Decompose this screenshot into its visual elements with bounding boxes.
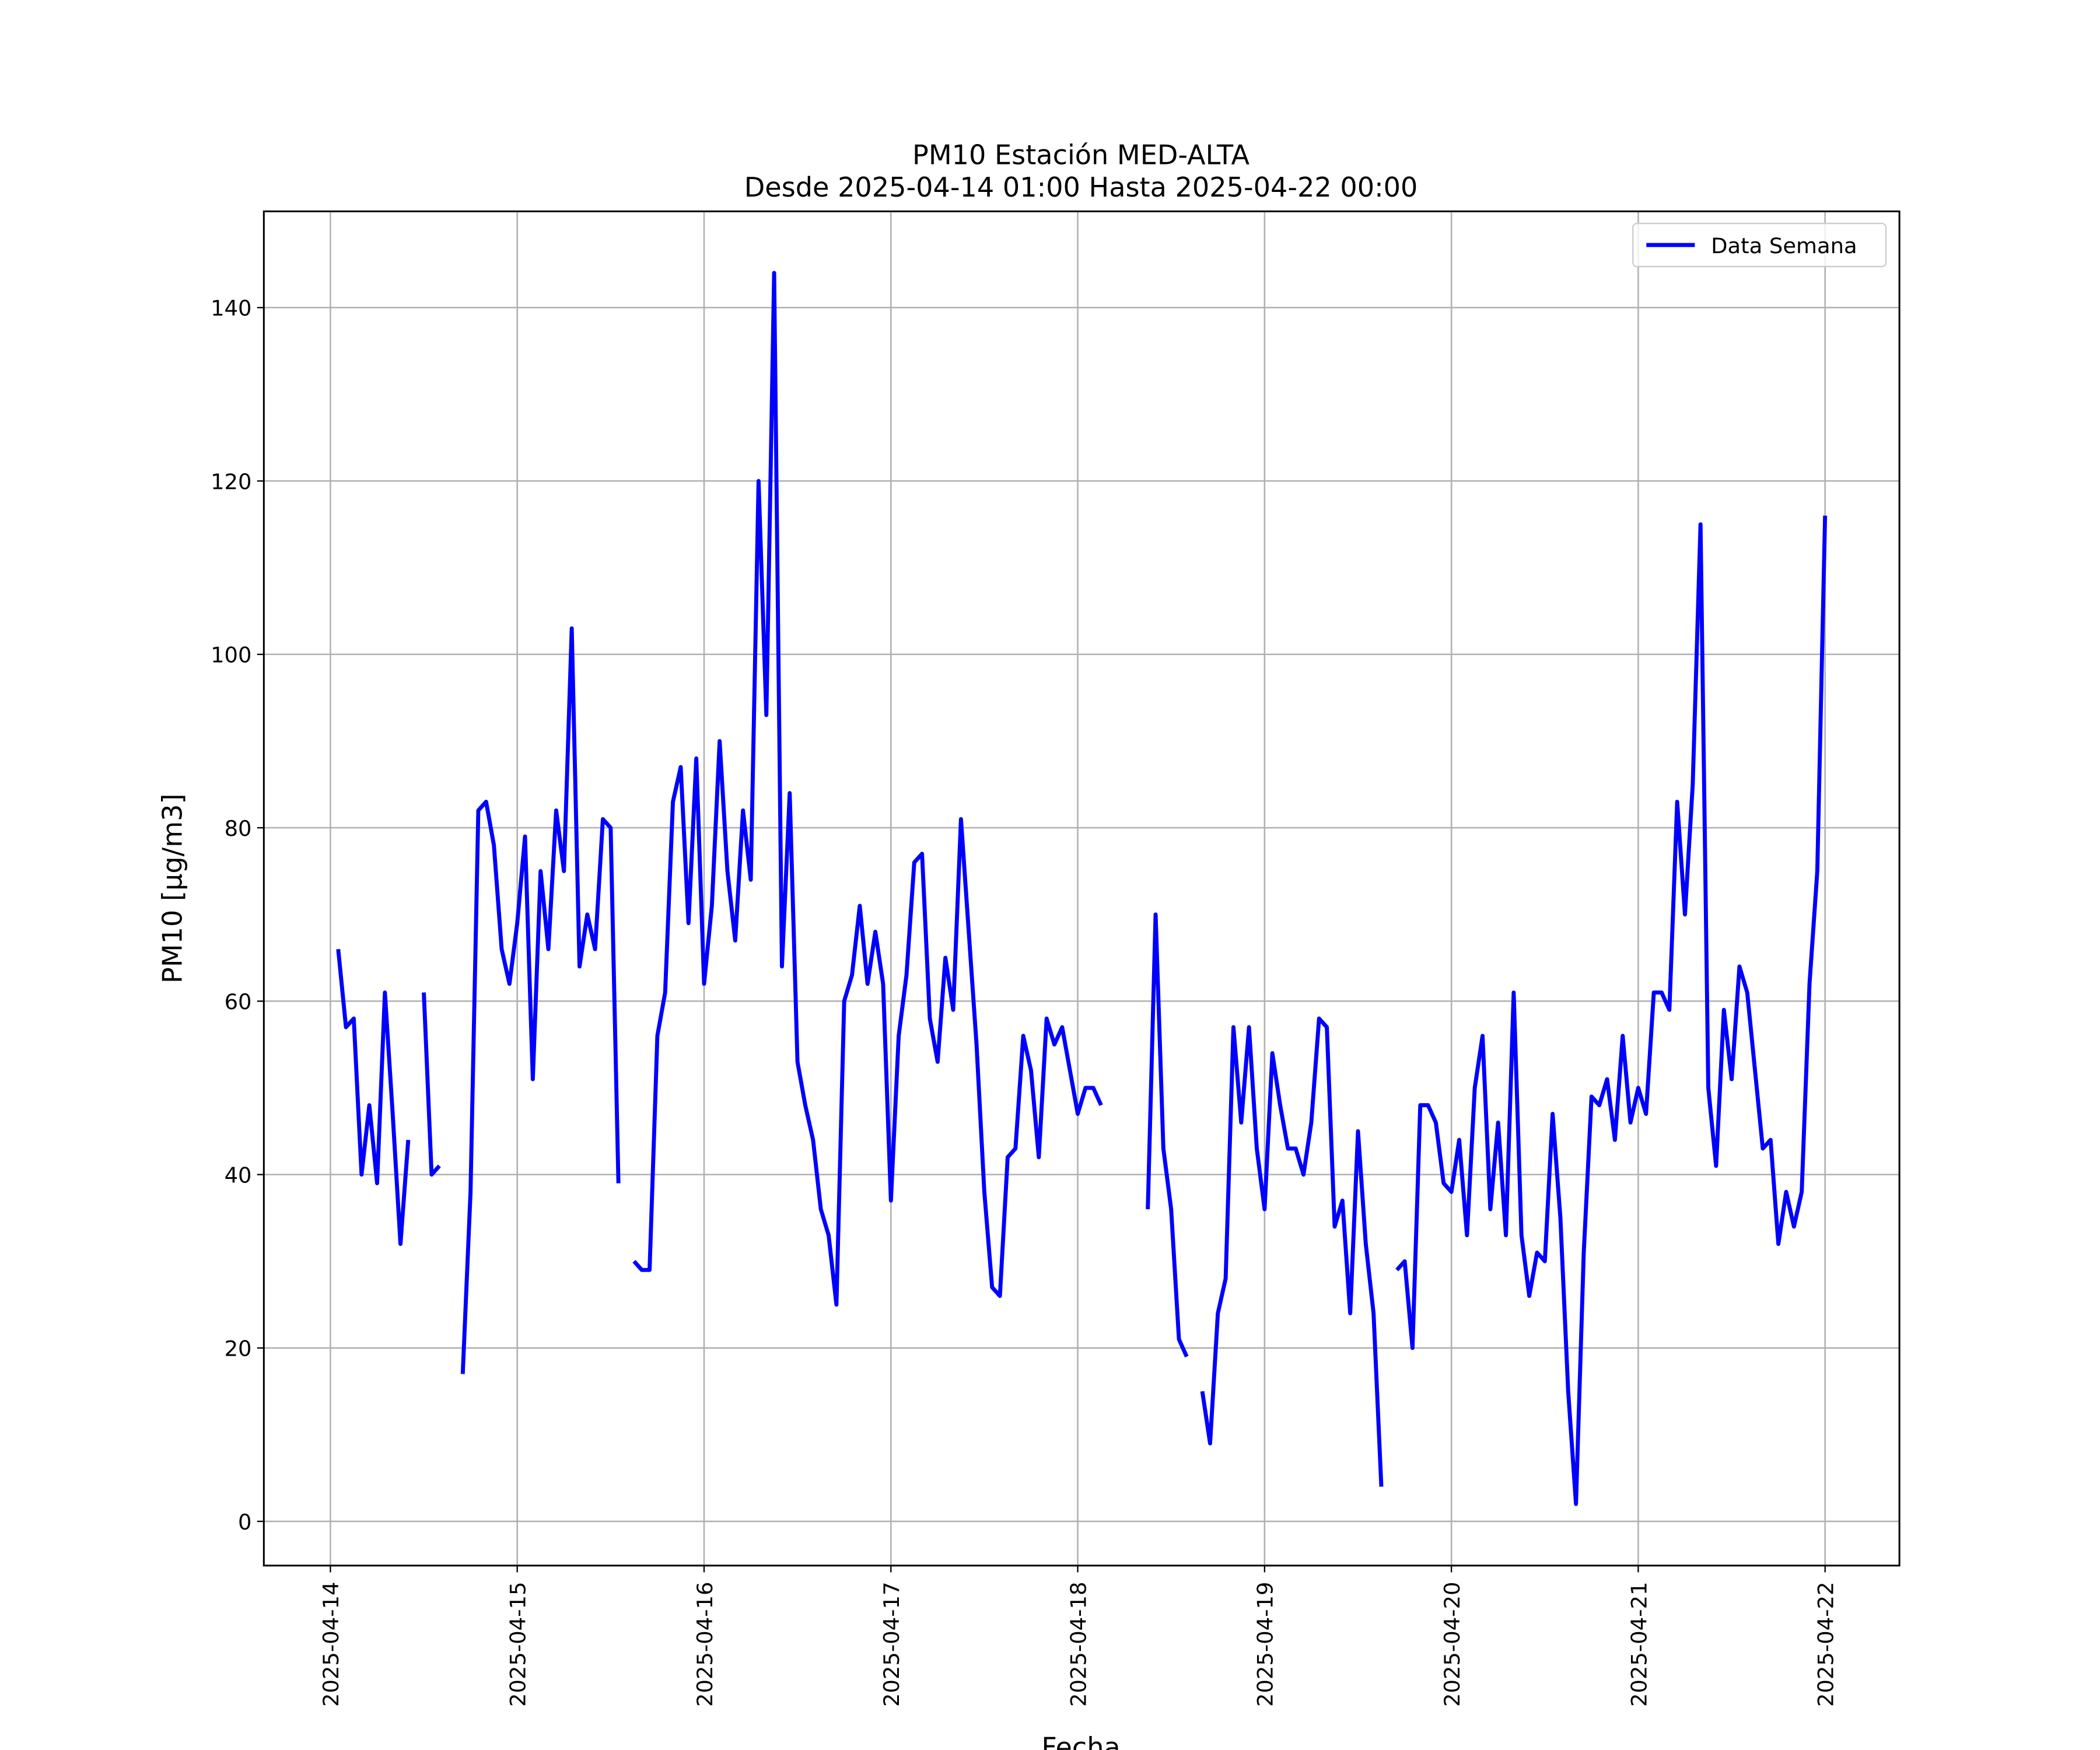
x-tick-label: 2025-04-16 [692,1582,718,1707]
x-tick-label: 2025-04-21 [1626,1582,1651,1707]
x-tick-label: 2025-04-17 [879,1582,904,1707]
x-tick-label: 2025-04-14 [318,1582,344,1707]
x-tick-label: 2025-04-22 [1814,1582,1839,1707]
x-tick-label: 2025-04-18 [1066,1582,1091,1707]
x-tick-label: 2025-04-20 [1440,1582,1465,1707]
y-tick-label: 60 [225,989,252,1014]
legend-label: Data Semana [1711,233,1857,258]
y-tick-label: 80 [225,816,252,841]
y-tick-label: 0 [238,1510,251,1535]
chart-subtitle: Desde 2025-04-14 01:00 Hasta 2025-04-22 … [744,172,1418,203]
y-tick-label: 40 [225,1163,252,1188]
x-tick-label: 2025-04-19 [1253,1582,1278,1707]
x-tick-label: 2025-04-15 [506,1582,531,1707]
legend-frame [1632,222,1887,268]
y-tick-label: 140 [211,296,251,321]
plot-frame [262,210,1901,1567]
chart-title: PM10 Estación MED-ALTA [912,139,1250,171]
y-tick-label: 20 [225,1336,252,1362]
legend: Data Semana [1632,222,1887,268]
x-axis-label: Fecha [1041,1732,1120,1750]
y-tick-label: 120 [211,469,251,494]
data-line [336,271,1828,1506]
y-axis-label: PM10 [μg/m3] [157,793,188,984]
y-tick-label: 100 [211,643,251,668]
